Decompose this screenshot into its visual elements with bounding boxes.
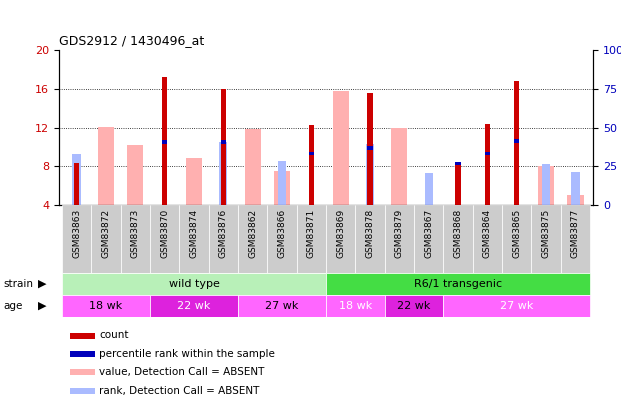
Text: R6/1 transgenic: R6/1 transgenic — [414, 279, 502, 289]
Text: GSM83876: GSM83876 — [219, 209, 228, 258]
Text: rank, Detection Call = ABSENT: rank, Detection Call = ABSENT — [99, 386, 260, 396]
Text: GSM83863: GSM83863 — [72, 209, 81, 258]
Bar — [98, 126, 114, 205]
Bar — [571, 172, 579, 205]
Bar — [238, 295, 326, 317]
Bar — [245, 130, 261, 205]
Bar — [238, 205, 267, 273]
Bar — [326, 295, 385, 317]
Bar — [414, 205, 443, 273]
Text: 18 wk: 18 wk — [89, 301, 122, 311]
Bar — [62, 295, 150, 317]
Bar — [309, 152, 314, 156]
Bar — [385, 205, 414, 273]
Bar — [391, 128, 407, 205]
Text: GDS2912 / 1430496_at: GDS2912 / 1430496_at — [59, 34, 204, 47]
Bar — [209, 205, 238, 273]
Bar — [514, 81, 519, 205]
Text: GSM83865: GSM83865 — [512, 209, 521, 258]
Bar — [120, 205, 150, 273]
Bar — [219, 142, 227, 205]
Bar — [538, 166, 554, 205]
Text: GSM83866: GSM83866 — [278, 209, 286, 258]
Text: GSM83872: GSM83872 — [101, 209, 111, 258]
Text: GSM83873: GSM83873 — [131, 209, 140, 258]
Text: age: age — [3, 301, 22, 311]
Bar — [502, 205, 532, 273]
Bar — [326, 273, 590, 295]
Bar — [70, 388, 95, 394]
Text: 22 wk: 22 wk — [397, 301, 431, 311]
Text: ▶: ▶ — [38, 279, 47, 289]
Bar — [542, 164, 550, 205]
Bar — [366, 144, 374, 205]
Bar — [62, 205, 91, 273]
Text: 18 wk: 18 wk — [338, 301, 372, 311]
Text: strain: strain — [3, 279, 33, 289]
Bar — [278, 162, 286, 205]
Bar — [473, 205, 502, 273]
Bar — [179, 205, 209, 273]
Bar — [532, 205, 561, 273]
Text: 22 wk: 22 wk — [177, 301, 211, 311]
Text: GSM83871: GSM83871 — [307, 209, 316, 258]
Bar — [74, 163, 79, 205]
Bar — [355, 205, 385, 273]
Text: GSM83867: GSM83867 — [424, 209, 433, 258]
Bar — [267, 205, 297, 273]
Bar — [514, 139, 519, 143]
Bar — [150, 205, 179, 273]
Text: 27 wk: 27 wk — [500, 301, 533, 311]
Text: value, Detection Call = ABSENT: value, Detection Call = ABSENT — [99, 367, 265, 377]
Bar — [443, 295, 590, 317]
Text: count: count — [99, 330, 129, 341]
Text: 27 wk: 27 wk — [265, 301, 299, 311]
Bar — [220, 89, 226, 205]
Text: GSM83877: GSM83877 — [571, 209, 580, 258]
Text: GSM83875: GSM83875 — [542, 209, 551, 258]
Bar — [485, 124, 490, 205]
Bar — [186, 158, 202, 205]
Text: ▶: ▶ — [38, 301, 47, 311]
Text: GSM83868: GSM83868 — [453, 209, 463, 258]
Text: GSM83864: GSM83864 — [483, 209, 492, 258]
Text: GSM83862: GSM83862 — [248, 209, 257, 258]
Bar — [455, 162, 461, 165]
Bar — [220, 141, 226, 144]
Bar — [385, 295, 443, 317]
Bar — [443, 205, 473, 273]
Bar — [297, 205, 326, 273]
Bar — [162, 141, 167, 144]
Bar — [455, 164, 461, 205]
Bar — [70, 369, 95, 375]
Bar — [62, 273, 326, 295]
Bar — [326, 205, 355, 273]
Bar — [368, 146, 373, 149]
Text: GSM83874: GSM83874 — [189, 209, 199, 258]
Bar — [150, 295, 238, 317]
Text: wild type: wild type — [168, 279, 219, 289]
Text: GSM83879: GSM83879 — [395, 209, 404, 258]
Text: GSM83870: GSM83870 — [160, 209, 169, 258]
Bar — [73, 153, 81, 205]
Bar — [70, 333, 95, 339]
Bar — [91, 205, 120, 273]
Bar — [127, 145, 143, 205]
Text: GSM83878: GSM83878 — [366, 209, 374, 258]
Bar — [368, 93, 373, 205]
Bar — [70, 351, 95, 357]
Bar — [485, 152, 490, 156]
Bar — [561, 205, 590, 273]
Bar — [333, 91, 349, 205]
Bar — [162, 77, 167, 205]
Bar — [274, 171, 290, 205]
Bar — [425, 173, 433, 205]
Text: GSM83869: GSM83869 — [336, 209, 345, 258]
Text: percentile rank within the sample: percentile rank within the sample — [99, 349, 275, 359]
Bar — [568, 195, 584, 205]
Bar — [309, 125, 314, 205]
